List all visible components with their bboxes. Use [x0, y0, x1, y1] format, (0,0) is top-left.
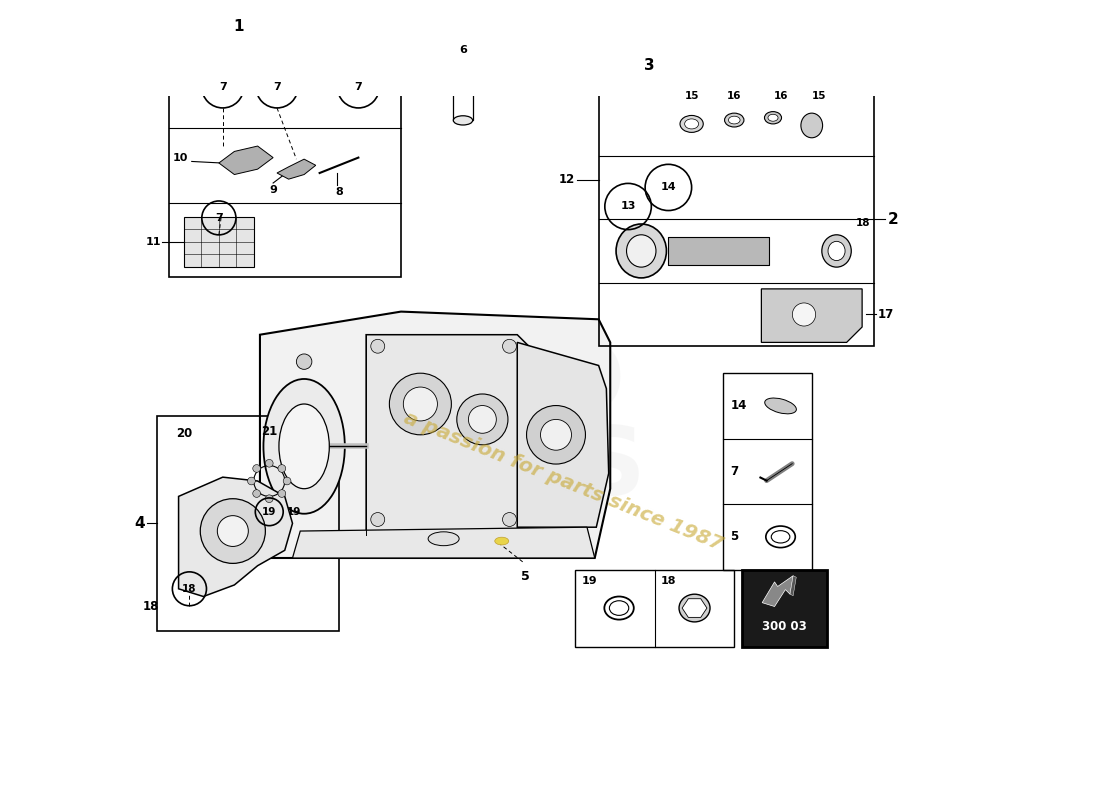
Ellipse shape: [764, 398, 796, 414]
Polygon shape: [219, 146, 273, 174]
Text: 7: 7: [214, 213, 222, 223]
Text: 19: 19: [287, 507, 301, 517]
Text: 16: 16: [773, 91, 788, 102]
Ellipse shape: [495, 538, 508, 545]
Ellipse shape: [764, 111, 781, 124]
Ellipse shape: [768, 114, 778, 122]
Ellipse shape: [616, 224, 667, 278]
Text: 7: 7: [273, 82, 280, 92]
Circle shape: [389, 373, 451, 435]
FancyBboxPatch shape: [742, 570, 827, 646]
Circle shape: [265, 495, 273, 502]
Text: 7: 7: [354, 82, 362, 92]
Circle shape: [371, 513, 385, 526]
Text: 20: 20: [176, 427, 192, 440]
Text: 14: 14: [730, 399, 747, 413]
Polygon shape: [682, 598, 707, 618]
Circle shape: [540, 419, 572, 450]
Polygon shape: [260, 311, 610, 558]
Circle shape: [253, 465, 261, 472]
Text: 5: 5: [520, 570, 529, 582]
Text: 7: 7: [219, 82, 227, 92]
Polygon shape: [761, 289, 862, 342]
Text: 7: 7: [730, 465, 738, 478]
Text: 2: 2: [888, 212, 899, 226]
Circle shape: [792, 303, 815, 326]
Ellipse shape: [684, 119, 699, 129]
Ellipse shape: [725, 113, 744, 127]
Text: 19: 19: [582, 576, 597, 586]
Ellipse shape: [822, 234, 851, 267]
Polygon shape: [517, 342, 608, 527]
Text: 13: 13: [620, 202, 636, 211]
Text: 14: 14: [661, 182, 676, 193]
Text: 18: 18: [856, 218, 870, 228]
Text: 10: 10: [173, 153, 188, 162]
Text: 15: 15: [684, 91, 699, 102]
Circle shape: [527, 406, 585, 464]
Ellipse shape: [627, 234, 656, 267]
Text: 17: 17: [878, 308, 894, 321]
Text: 12: 12: [559, 174, 575, 186]
Text: 5: 5: [730, 530, 738, 543]
Text: 4: 4: [134, 516, 145, 531]
Circle shape: [503, 513, 517, 526]
Text: 15: 15: [812, 91, 827, 102]
Text: 300 03: 300 03: [762, 620, 807, 633]
Polygon shape: [277, 159, 316, 179]
Text: 9: 9: [270, 185, 277, 194]
Circle shape: [469, 406, 496, 434]
Ellipse shape: [828, 242, 845, 261]
Text: 6: 6: [459, 45, 466, 55]
Polygon shape: [178, 477, 293, 597]
Circle shape: [218, 516, 249, 546]
Ellipse shape: [680, 115, 703, 132]
Ellipse shape: [279, 404, 329, 489]
Text: 18: 18: [661, 576, 676, 586]
Circle shape: [248, 477, 255, 485]
Circle shape: [283, 477, 290, 485]
Circle shape: [278, 490, 286, 498]
Text: EURO
PARTS: EURO PARTS: [311, 338, 646, 515]
Polygon shape: [790, 576, 796, 596]
Text: 1: 1: [233, 19, 243, 34]
Polygon shape: [762, 576, 793, 606]
Circle shape: [200, 498, 265, 563]
Polygon shape: [293, 527, 595, 558]
Text: 19: 19: [262, 507, 276, 517]
FancyBboxPatch shape: [184, 217, 254, 266]
Circle shape: [404, 387, 438, 421]
Text: 18: 18: [183, 584, 197, 594]
Ellipse shape: [453, 116, 473, 125]
Text: 8: 8: [336, 187, 343, 197]
Circle shape: [278, 465, 286, 472]
Ellipse shape: [801, 113, 823, 138]
Circle shape: [296, 354, 312, 370]
Text: 3: 3: [644, 58, 654, 73]
Text: 18: 18: [143, 600, 158, 614]
Ellipse shape: [679, 594, 710, 622]
Ellipse shape: [428, 532, 459, 546]
Text: 21: 21: [261, 425, 277, 438]
Text: 11: 11: [145, 237, 161, 246]
Text: a passion for parts since 1987: a passion for parts since 1987: [402, 408, 726, 554]
Ellipse shape: [453, 70, 473, 79]
Circle shape: [456, 394, 508, 445]
Circle shape: [371, 339, 385, 353]
Ellipse shape: [728, 116, 740, 124]
Circle shape: [265, 459, 273, 467]
Circle shape: [253, 490, 261, 498]
Polygon shape: [366, 334, 532, 535]
Ellipse shape: [263, 379, 344, 514]
Circle shape: [503, 339, 517, 353]
Text: 16: 16: [727, 91, 741, 102]
